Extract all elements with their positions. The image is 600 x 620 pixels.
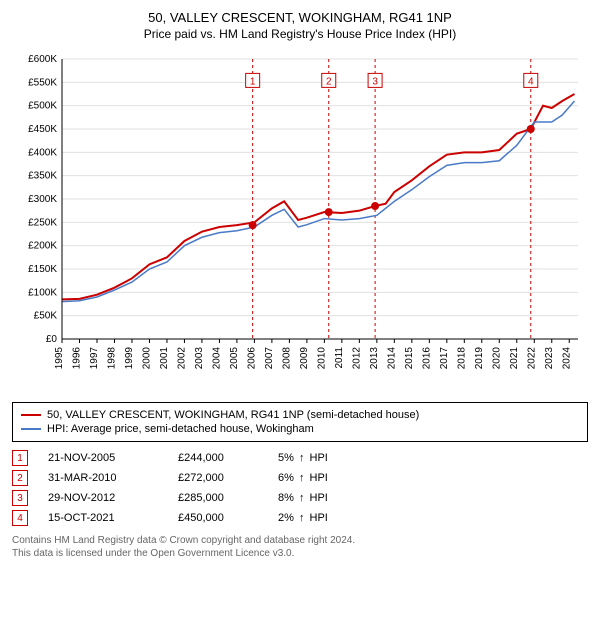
svg-text:2013: 2013 <box>369 347 380 370</box>
event-price: £285,000 <box>178 492 258 504</box>
event-price: £244,000 <box>178 452 258 464</box>
legend-swatch <box>21 414 41 416</box>
svg-text:1995: 1995 <box>54 347 65 370</box>
svg-text:2016: 2016 <box>421 347 432 370</box>
event-date: 31-MAR-2010 <box>48 472 158 484</box>
svg-text:£200K: £200K <box>28 241 57 252</box>
svg-text:£550K: £550K <box>28 77 57 88</box>
svg-text:2017: 2017 <box>439 347 450 370</box>
svg-text:2006: 2006 <box>246 347 257 370</box>
page-subtitle: Price paid vs. HM Land Registry's House … <box>12 27 588 41</box>
svg-text:2009: 2009 <box>299 347 310 370</box>
event-date: 15-OCT-2021 <box>48 512 158 524</box>
svg-text:2004: 2004 <box>211 347 222 370</box>
svg-text:£100K: £100K <box>28 287 57 298</box>
event-marker: 4 <box>12 510 28 526</box>
svg-text:2000: 2000 <box>141 347 152 370</box>
svg-text:1997: 1997 <box>89 347 100 370</box>
svg-text:£500K: £500K <box>28 101 57 112</box>
svg-text:2015: 2015 <box>404 347 415 370</box>
svg-text:2007: 2007 <box>264 347 275 370</box>
svg-text:1: 1 <box>250 76 256 87</box>
price-chart: £0 £50K £100K £150K £200K £250K £300K £350K £400… <box>12 49 588 394</box>
footer-line: This data is licensed under the Open Gov… <box>12 547 588 560</box>
svg-text:2014: 2014 <box>386 347 397 370</box>
event-marker: 1 <box>12 450 28 466</box>
legend-swatch <box>21 428 41 430</box>
svg-text:2011: 2011 <box>334 347 345 369</box>
svg-text:2018: 2018 <box>456 347 467 370</box>
event-marker: 3 <box>12 490 28 506</box>
svg-text:2005: 2005 <box>229 347 240 370</box>
svg-text:£400K: £400K <box>28 147 57 158</box>
legend: 50, VALLEY CRESCENT, WOKINGHAM, RG41 1NP… <box>12 402 588 442</box>
svg-text:£50K: £50K <box>34 311 58 322</box>
page-title: 50, VALLEY CRESCENT, WOKINGHAM, RG41 1NP <box>12 10 588 25</box>
svg-text:2024: 2024 <box>561 347 572 370</box>
svg-text:3: 3 <box>372 76 378 87</box>
event-row: 2 31-MAR-2010 £272,000 6% ↑ HPI <box>12 470 588 486</box>
event-price: £450,000 <box>178 512 258 524</box>
svg-text:2003: 2003 <box>194 347 205 370</box>
svg-text:£250K: £250K <box>28 217 57 228</box>
legend-label: HPI: Average price, semi-detached house,… <box>47 423 314 435</box>
events-table: 1 21-NOV-2005 £244,000 5% ↑ HPI 2 31-MAR-2010… <box>12 450 588 526</box>
svg-text:2022: 2022 <box>526 347 537 370</box>
svg-text:£300K: £300K <box>28 194 57 205</box>
svg-text:2019: 2019 <box>474 347 485 370</box>
svg-text:1998: 1998 <box>106 347 117 370</box>
event-row: 4 15-OCT-2021 £450,000 2% ↑ HPI <box>12 510 588 526</box>
event-diff: 8% ↑ HPI <box>278 492 338 504</box>
svg-text:2002: 2002 <box>176 347 187 370</box>
event-diff: 2% ↑ HPI <box>278 512 338 524</box>
svg-text:£450K: £450K <box>28 124 57 135</box>
svg-text:1999: 1999 <box>124 347 135 370</box>
event-row: 1 21-NOV-2005 £244,000 5% ↑ HPI <box>12 450 588 466</box>
svg-text:2020: 2020 <box>491 347 502 370</box>
svg-text:4: 4 <box>528 76 534 87</box>
svg-text:1996: 1996 <box>71 347 82 370</box>
svg-text:2: 2 <box>326 76 332 87</box>
event-marker: 2 <box>12 470 28 486</box>
svg-text:£600K: £600K <box>28 54 57 65</box>
footer-attribution: Contains HM Land Registry data © Crown c… <box>12 534 588 560</box>
legend-item: 50, VALLEY CRESCENT, WOKINGHAM, RG41 1NP… <box>21 409 579 421</box>
svg-text:2012: 2012 <box>351 347 362 370</box>
svg-text:£350K: £350K <box>28 171 57 182</box>
event-diff: 6% ↑ HPI <box>278 472 338 484</box>
legend-item: HPI: Average price, semi-detached house,… <box>21 423 579 435</box>
svg-text:2008: 2008 <box>281 347 292 370</box>
event-row: 3 29-NOV-2012 £285,000 8% ↑ HPI <box>12 490 588 506</box>
svg-text:2001: 2001 <box>159 347 170 370</box>
legend-label: 50, VALLEY CRESCENT, WOKINGHAM, RG41 1NP… <box>47 409 419 421</box>
event-price: £272,000 <box>178 472 258 484</box>
footer-line: Contains HM Land Registry data © Crown c… <box>12 534 588 547</box>
svg-text:2023: 2023 <box>544 347 555 370</box>
svg-text:2010: 2010 <box>316 347 327 370</box>
svg-text:£150K: £150K <box>28 264 57 275</box>
svg-text:£0: £0 <box>46 334 58 345</box>
svg-text:2021: 2021 <box>509 347 520 370</box>
event-date: 29-NOV-2012 <box>48 492 158 504</box>
event-diff: 5% ↑ HPI <box>278 452 338 464</box>
event-date: 21-NOV-2005 <box>48 452 158 464</box>
